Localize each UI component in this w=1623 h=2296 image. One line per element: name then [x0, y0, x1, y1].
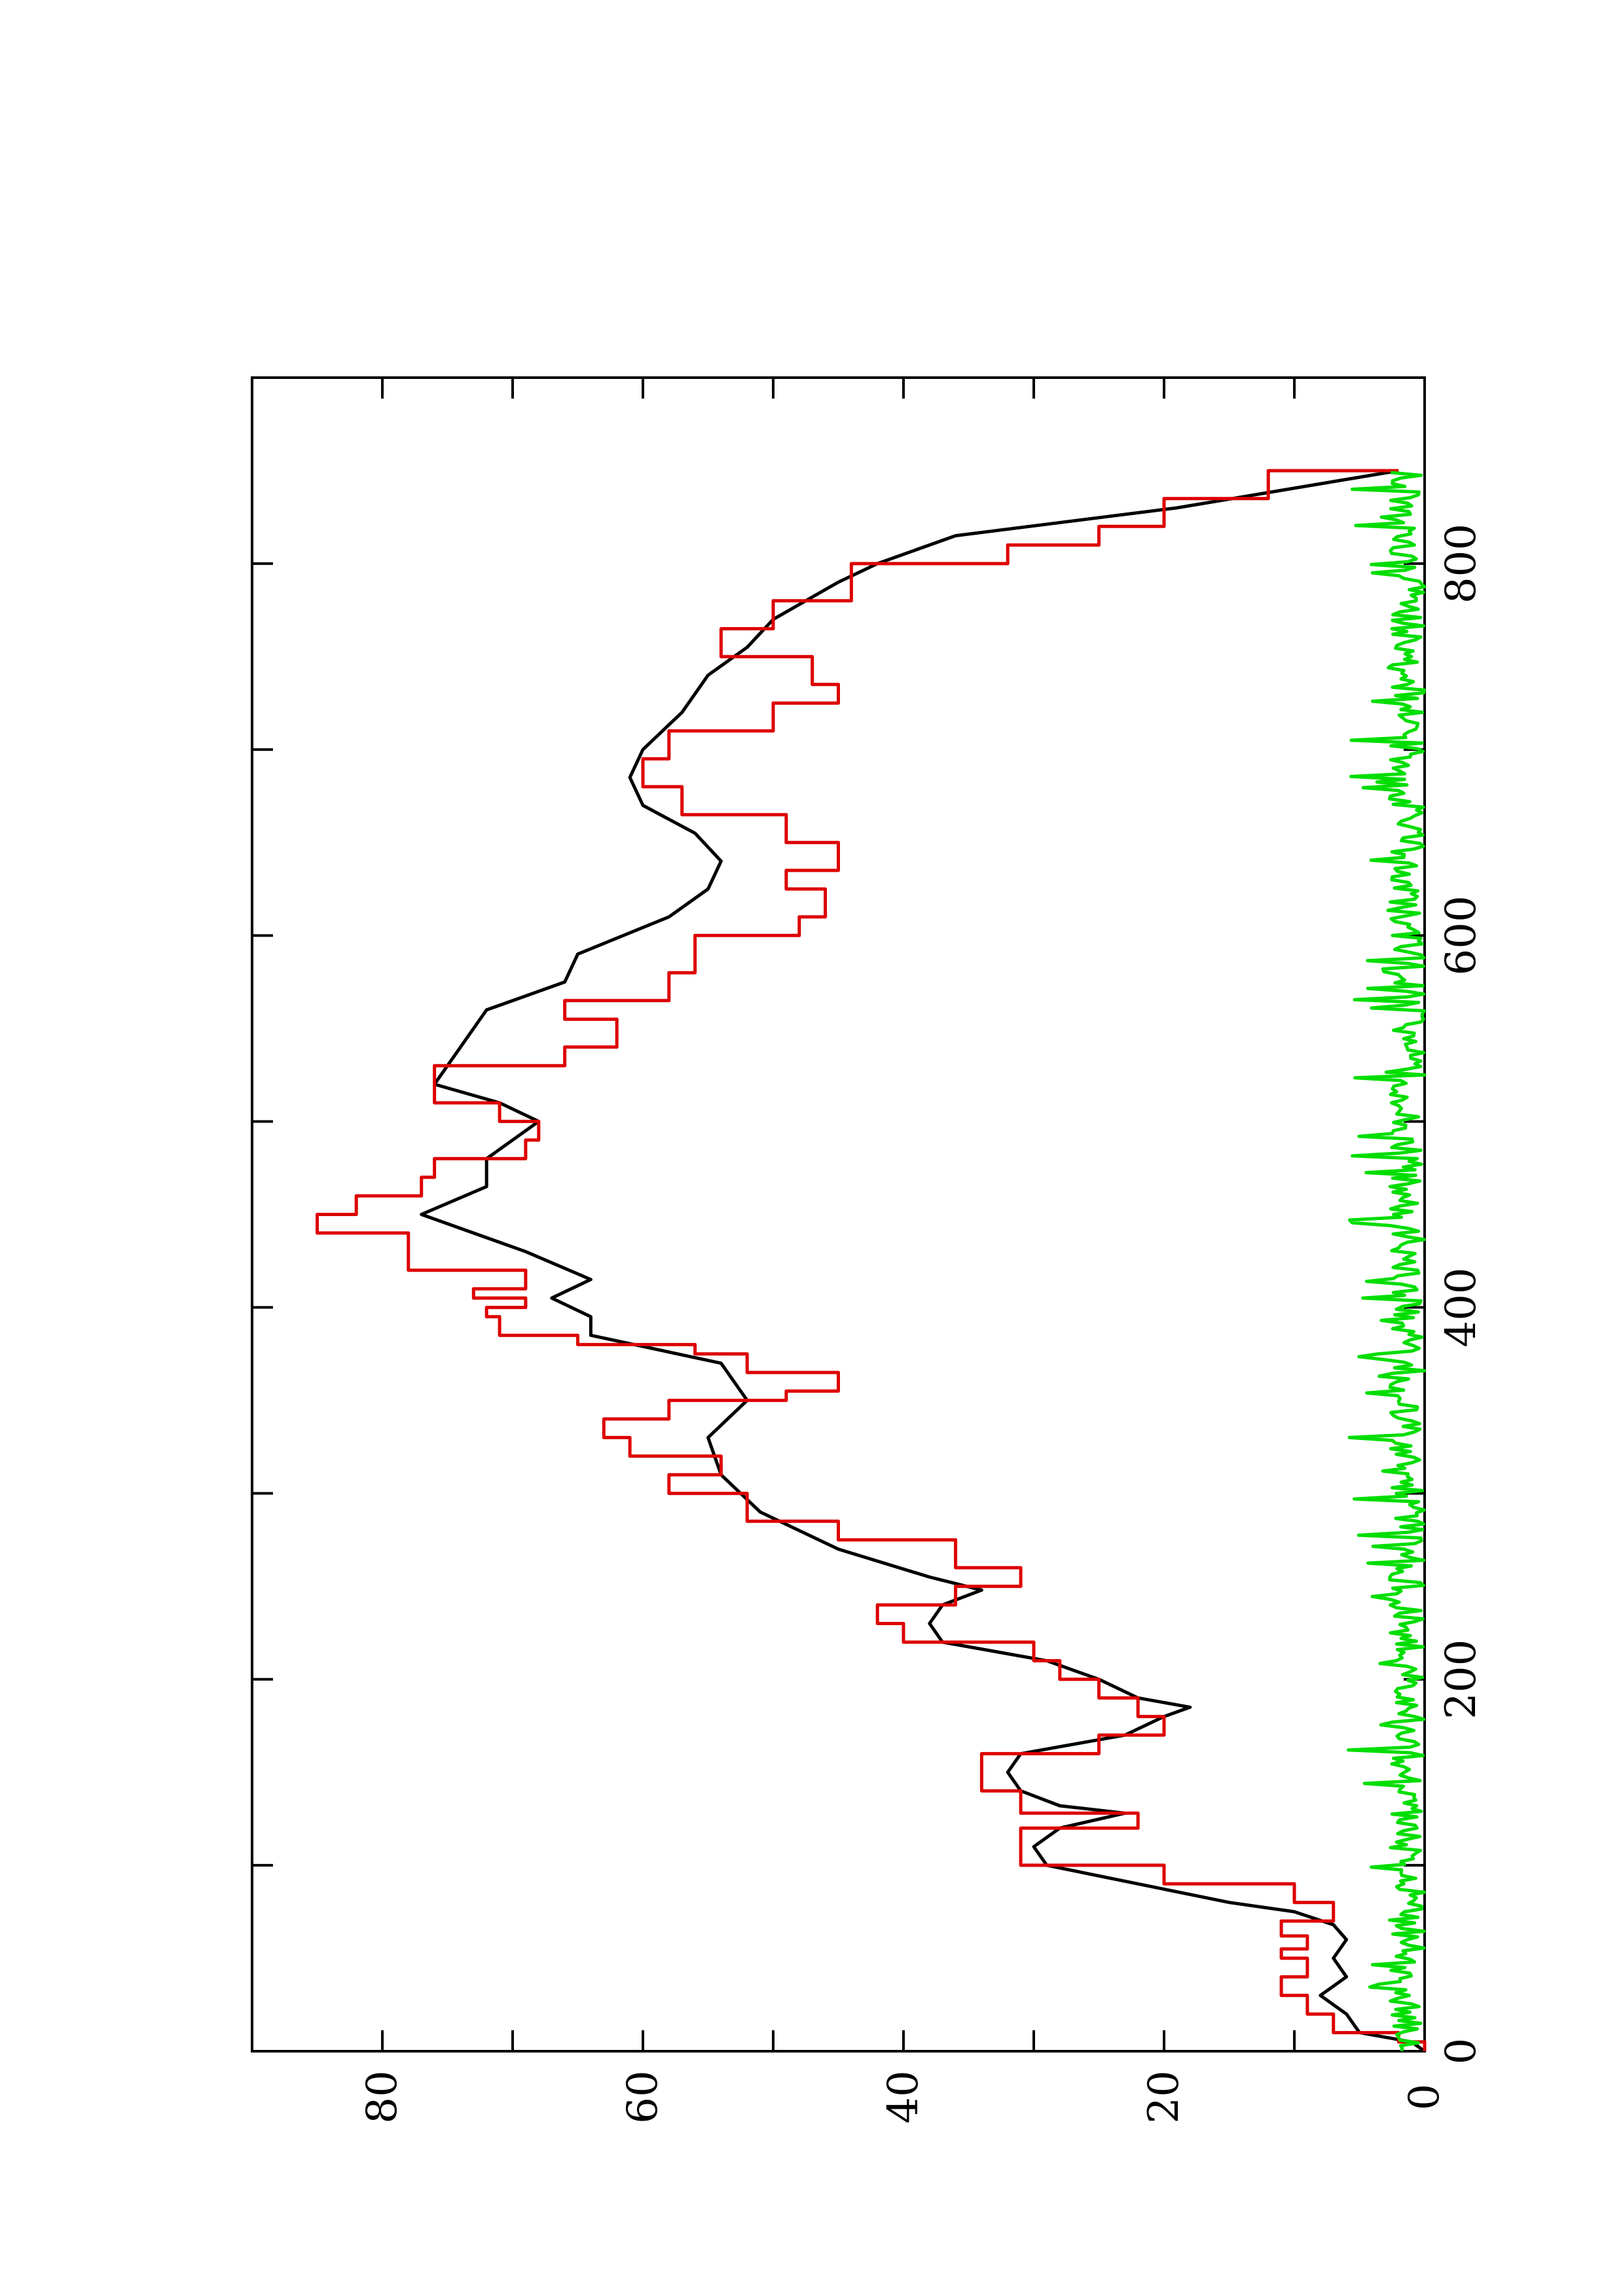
axis-ticks [252, 378, 1426, 2053]
x-tick-label: 600 [1437, 895, 1486, 975]
y-tick-label: 20 [1140, 2070, 1188, 2123]
series-line-2 [316, 469, 1427, 2051]
axis-tick-labels: 0 200 400 600 800 0 20 40 60 80 [358, 524, 1486, 2124]
x-tick-label: 200 [1437, 1640, 1486, 1719]
series-line-3 [1347, 471, 1427, 2052]
y-tick-label: 0 [1400, 2084, 1449, 2111]
series-line-1 [420, 469, 1426, 2053]
x-tick-label: 800 [1437, 524, 1486, 603]
y-tick-label: 40 [879, 2070, 928, 2123]
plot-frame [251, 376, 1426, 2053]
data-series [316, 469, 1427, 2053]
y-tick-label: 60 [619, 2070, 667, 2123]
y-tick-label: 80 [358, 2070, 407, 2123]
x-tick-label: 0 [1437, 2038, 1486, 2065]
x-tick-label: 400 [1437, 1267, 1486, 1347]
